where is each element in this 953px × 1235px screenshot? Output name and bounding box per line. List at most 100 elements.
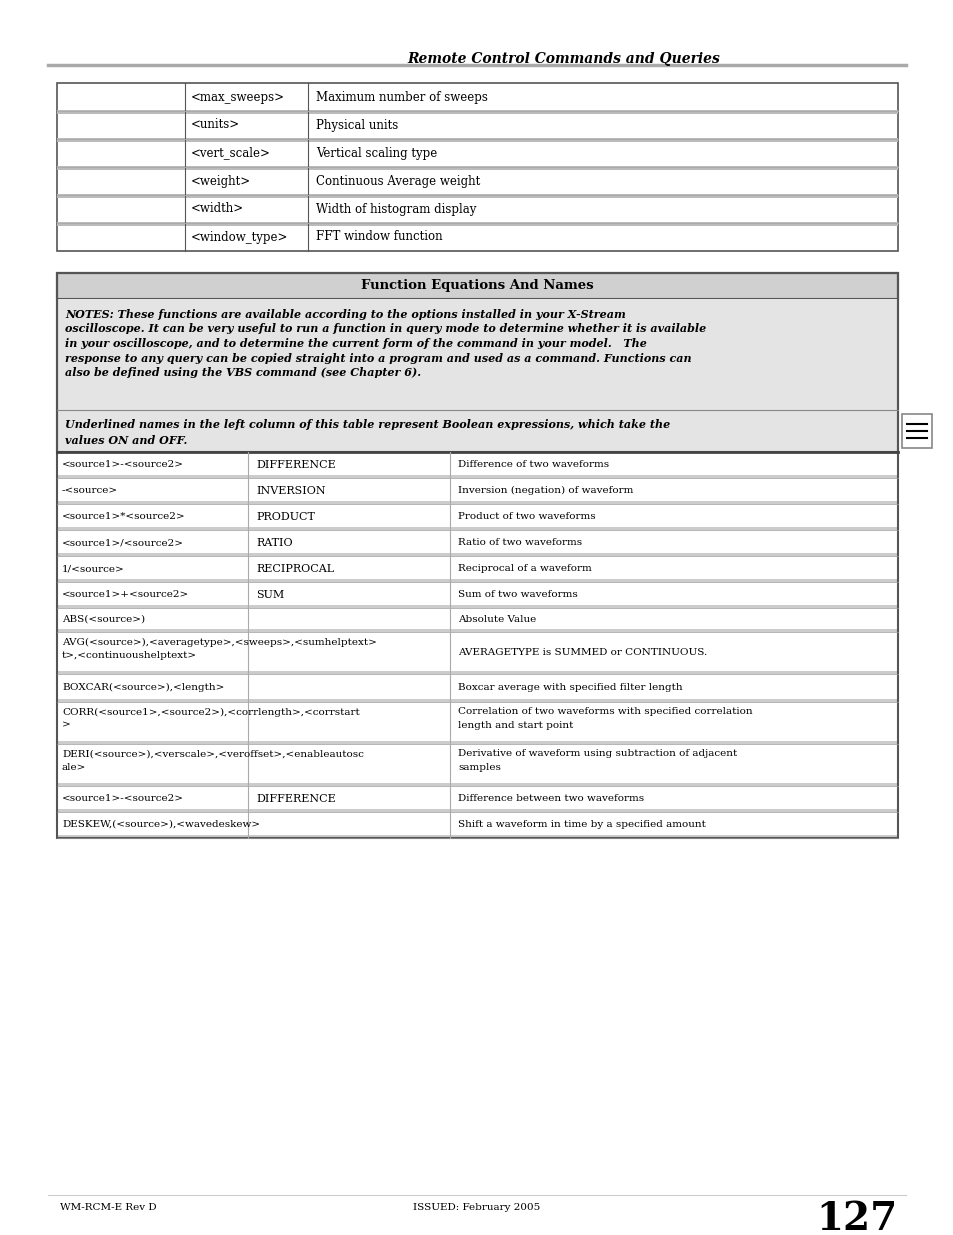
Text: <source1>/<source2>: <source1>/<source2>: [62, 538, 184, 547]
Text: <source1>+<source2>: <source1>+<source2>: [62, 590, 189, 599]
Text: AVG(<source>),<averagetype>,<sweeps>,<sumhelptext>: AVG(<source>),<averagetype>,<sweeps>,<su…: [62, 637, 376, 647]
Text: FFT window function: FFT window function: [315, 231, 442, 243]
Text: Vertical scaling type: Vertical scaling type: [315, 147, 436, 159]
Bar: [57, 809, 897, 811]
Bar: [57, 608, 897, 631]
Text: oscilloscope. It can be very useful to run a function in query mode to determine: oscilloscope. It can be very useful to r…: [65, 324, 705, 335]
Text: <source1>-<source2>: <source1>-<source2>: [62, 459, 184, 469]
Bar: [57, 604, 897, 608]
Text: Inversion (negation) of waveform: Inversion (negation) of waveform: [457, 485, 633, 495]
Bar: [57, 504, 897, 530]
Text: BOXCAR(<source>),<length>: BOXCAR(<source>),<length>: [62, 683, 224, 692]
Text: PRODUCT: PRODUCT: [255, 511, 314, 521]
Text: 1/<source>: 1/<source>: [62, 564, 125, 573]
Bar: [57, 699, 897, 701]
Text: <vert_scale>: <vert_scale>: [191, 147, 271, 159]
Text: also be defined using the VBS command (see Chapter 6).: also be defined using the VBS command (s…: [65, 367, 420, 378]
Text: Boxcar average with specified filter length: Boxcar average with specified filter len…: [457, 683, 682, 692]
Bar: [57, 835, 897, 837]
Text: Ratio of two waveforms: Ratio of two waveforms: [457, 538, 581, 547]
Text: -<source>: -<source>: [62, 487, 118, 495]
Bar: [57, 629, 897, 631]
Text: Function Equations And Names: Function Equations And Names: [361, 279, 593, 293]
Text: ABS(<source>): ABS(<source>): [62, 615, 145, 624]
Text: >: >: [62, 720, 71, 730]
Text: DERI(<source>),<verscale>,<veroffset>,<enableautosc: DERI(<source>),<verscale>,<veroffset>,<e…: [62, 750, 363, 758]
Text: Reciprocal of a waveform: Reciprocal of a waveform: [457, 564, 591, 573]
Bar: [57, 194, 897, 198]
Text: ISSUED: February 2005: ISSUED: February 2005: [413, 1203, 540, 1212]
Text: DESKEW,(<source>),<wavedeskew>: DESKEW,(<source>),<wavedeskew>: [62, 820, 260, 829]
Text: samples: samples: [457, 762, 500, 772]
Text: Correlation of two waveforms with specified correlation: Correlation of two waveforms with specif…: [457, 708, 752, 716]
Text: WM-RCM-E Rev D: WM-RCM-E Rev D: [60, 1203, 156, 1212]
Text: 127: 127: [816, 1200, 897, 1235]
Bar: [57, 783, 897, 785]
Text: Maximum number of sweeps: Maximum number of sweeps: [315, 90, 487, 104]
Bar: [57, 526, 897, 530]
Text: NOTES: These functions are available according to the options installed in your : NOTES: These functions are available acc…: [65, 309, 625, 320]
Bar: [57, 741, 897, 743]
Bar: [57, 273, 897, 452]
Text: Shift a waveform in time by a specified amount: Shift a waveform in time by a specified …: [457, 820, 705, 829]
Text: AVERAGETYPE is SUMMED or CONTINUOUS.: AVERAGETYPE is SUMMED or CONTINUOUS.: [457, 648, 706, 657]
Text: length and start point: length and start point: [457, 720, 573, 730]
Bar: [57, 582, 897, 608]
Bar: [57, 474, 897, 478]
Text: t>,<continuoushelptext>: t>,<continuoushelptext>: [62, 651, 197, 659]
Text: CORR(<source1>,<source2>),<corrlength>,<corrstart: CORR(<source1>,<source2>),<corrlength>,<…: [62, 708, 359, 716]
Text: Difference between two waveforms: Difference between two waveforms: [457, 794, 643, 803]
Bar: [57, 138, 897, 142]
Bar: [57, 785, 897, 811]
Bar: [57, 299, 897, 410]
Text: <units>: <units>: [191, 119, 240, 131]
Text: <width>: <width>: [191, 203, 244, 215]
Text: Difference of two waveforms: Difference of two waveforms: [457, 459, 608, 469]
Bar: [57, 452, 897, 478]
Text: Continuous Average weight: Continuous Average weight: [315, 174, 479, 188]
Bar: [57, 110, 897, 114]
Text: in your oscilloscope, and to determine the current form of the command in your m: in your oscilloscope, and to determine t…: [65, 338, 646, 350]
Bar: [57, 556, 897, 582]
Text: DIFFERENCE: DIFFERENCE: [255, 459, 335, 469]
Text: RECIPROCAL: RECIPROCAL: [255, 563, 334, 573]
Text: response to any query can be copied straight into a program and used as a comman: response to any query can be copied stra…: [65, 352, 691, 363]
Text: RATIO: RATIO: [255, 537, 293, 547]
Text: Width of histogram display: Width of histogram display: [315, 203, 476, 215]
Text: Absolute Value: Absolute Value: [457, 615, 536, 624]
Bar: [57, 500, 897, 504]
Text: <source1>-<source2>: <source1>-<source2>: [62, 794, 184, 803]
Bar: [57, 478, 897, 504]
Bar: [57, 578, 897, 582]
Text: Derivative of waveform using subtraction of adjacent: Derivative of waveform using subtraction…: [457, 750, 737, 758]
Bar: [57, 552, 897, 556]
Bar: [57, 811, 897, 837]
Bar: [57, 83, 897, 251]
Bar: [901, 414, 931, 447]
Text: <window_type>: <window_type>: [191, 231, 288, 243]
Text: <source1>*<source2>: <source1>*<source2>: [62, 513, 186, 521]
Text: Remote Control Commands and Queries: Remote Control Commands and Queries: [407, 52, 720, 65]
Text: Underlined names in the left column of this table represent Boolean expressions,: Underlined names in the left column of t…: [65, 420, 670, 431]
Bar: [57, 273, 897, 837]
Text: Physical units: Physical units: [315, 119, 397, 131]
Text: SUM: SUM: [255, 589, 284, 599]
Bar: [57, 673, 897, 701]
Text: Product of two waveforms: Product of two waveforms: [457, 513, 595, 521]
Bar: [57, 631, 897, 673]
Text: INVERSION: INVERSION: [255, 485, 325, 495]
Bar: [57, 165, 897, 170]
Bar: [57, 273, 897, 299]
Bar: [57, 671, 897, 673]
Text: <max_sweeps>: <max_sweeps>: [191, 90, 285, 104]
Text: <weight>: <weight>: [191, 174, 251, 188]
Text: ale>: ale>: [62, 762, 87, 772]
Bar: [57, 530, 897, 556]
Text: DIFFERENCE: DIFFERENCE: [255, 794, 335, 804]
Bar: [57, 743, 897, 785]
Bar: [57, 222, 897, 226]
Bar: [57, 701, 897, 743]
Text: Sum of two waveforms: Sum of two waveforms: [457, 590, 578, 599]
Text: values ON and OFF.: values ON and OFF.: [65, 436, 187, 447]
Bar: [57, 410, 897, 452]
